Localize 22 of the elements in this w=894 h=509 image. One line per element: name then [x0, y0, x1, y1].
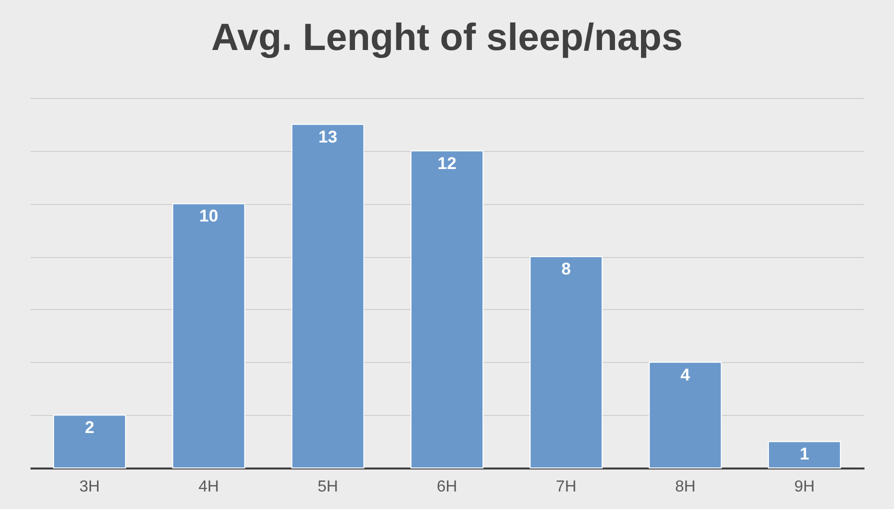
data-label: 4 [680, 365, 691, 384]
bar [291, 124, 364, 468]
x-tick-label: 3H [79, 478, 100, 496]
x-tick-label: 9H [794, 478, 815, 496]
x-tick-label: 4H [198, 478, 219, 496]
bar [172, 203, 246, 468]
x-tick-label: 5H [318, 478, 338, 496]
bar [530, 256, 603, 468]
bar [410, 150, 484, 468]
chart-title: Avg. Lenght of sleep/naps [211, 17, 683, 59]
bar [53, 414, 126, 468]
data-label: 13 [318, 127, 338, 146]
data-label: 1 [800, 444, 810, 464]
bar [768, 441, 841, 468]
data-label: 10 [199, 206, 218, 226]
data-label: 12 [438, 154, 456, 173]
data-label: 2 [84, 418, 94, 438]
x-tick-label: 7H [556, 478, 576, 496]
x-tick-label: 8H [675, 478, 696, 496]
x-tick-label: 6H [436, 478, 458, 496]
bar [648, 362, 722, 468]
data-label: 8 [561, 260, 571, 279]
